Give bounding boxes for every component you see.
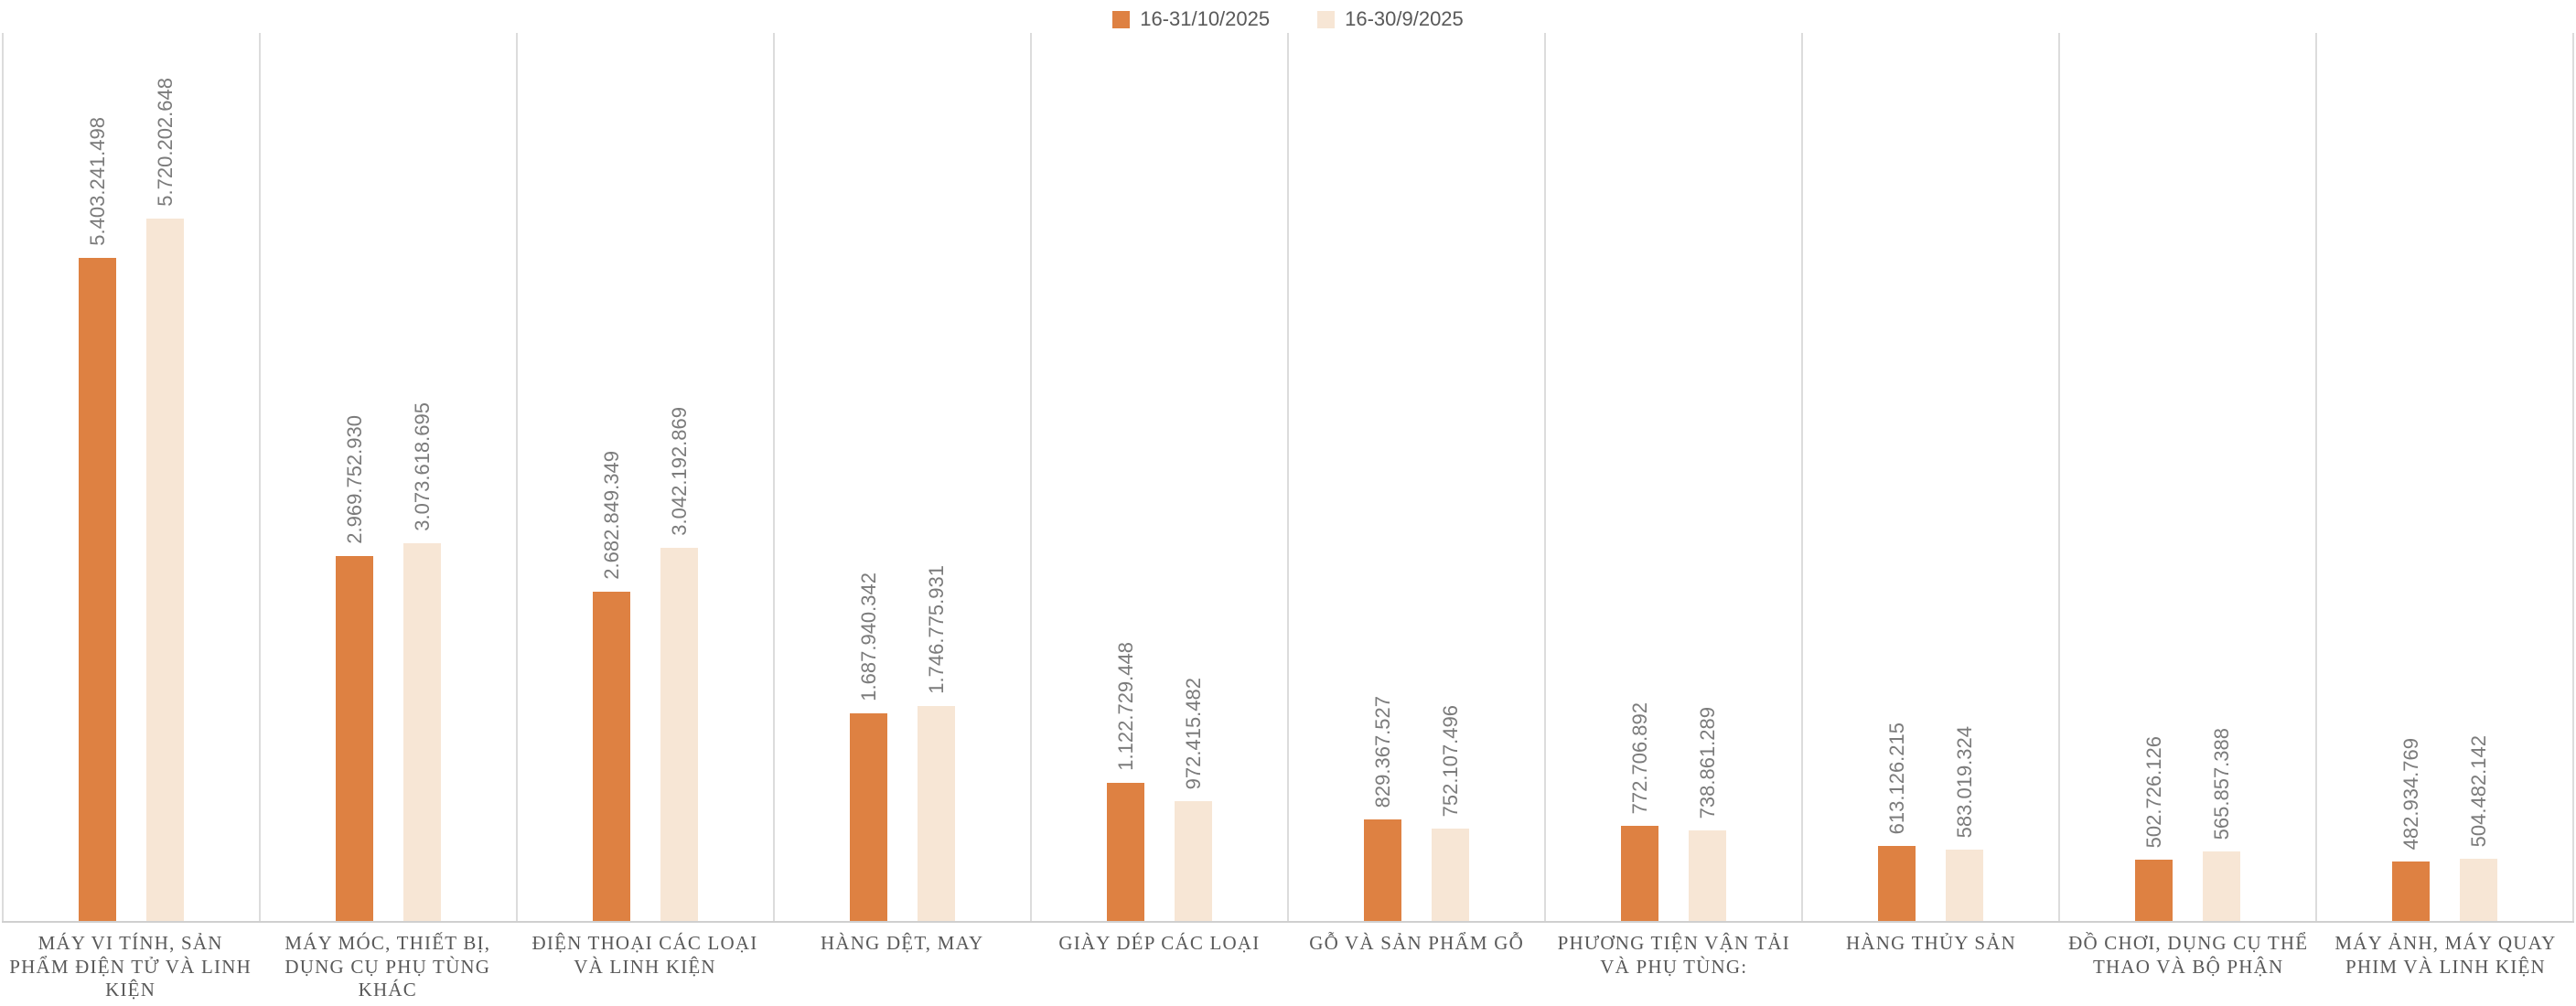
bar-previous-period [403,543,441,921]
bar-group-current-period: 5.403.241.498 [79,117,116,921]
category-label: GIÀY DÉP CÁC LOẠI [1058,932,1261,954]
category-label: ĐỒ CHƠI, DỤNG CỤ THỂ THAO VÀ BỘ PHẬN [2068,932,2309,978]
bar-group-previous-period: 738.861.289 [1689,707,1726,921]
bar-value-label: 752.107.496 [1438,704,1462,817]
bar-pair: 5.403.241.498 5.720.202.648 [4,33,259,921]
bar-group-current-period: 772.706.892 [1621,702,1658,921]
bar-pair: 1.122.729.448 972.415.482 [1032,33,1287,921]
category-column: 502.726.126 565.857.388 [2058,33,2315,921]
bar-value-label: 502.726.126 [2141,735,2165,848]
bar-group-previous-period: 1.746.775.931 [918,565,955,921]
bar-previous-period [660,548,698,921]
category-column: 772.706.892 738.861.289 [1544,33,1801,921]
bar-current-period [1878,846,1916,921]
bar-group-previous-period: 3.073.618.695 [403,402,441,921]
bar-pair: 829.367.527 752.107.496 [1289,33,1544,921]
category-label: MÁY VI TÍNH, SẢN PHẨM ĐIỆN TỬ VÀ LINH KI… [9,932,252,1001]
bar-value-label: 5.720.202.648 [153,78,177,207]
x-axis-labels: MÁY VI TÍNH, SẢN PHẨM ĐIỆN TỬ VÀ LINH KI… [2,923,2574,1002]
bar-pair: 2.682.849.349 3.042.192.869 [518,33,773,921]
legend-label-previous-period: 16-30/9/2025 [1345,7,1464,30]
bar-value-label: 565.857.388 [2209,727,2233,840]
category-label: ĐIỆN THOẠI CÁC LOẠI VÀ LINH KIỆN [531,932,758,978]
category-column: 5.403.241.498 5.720.202.648 [2,33,259,921]
category-column: 829.367.527 752.107.496 [1287,33,1544,921]
bar-current-period [79,258,116,921]
bar-pair: 613.126.215 583.019.324 [1803,33,2058,921]
plot-area: 5.403.241.498 5.720.202.648 2.969.752.930 3… [2,33,2574,923]
bar-value-label: 772.706.892 [1627,701,1651,814]
bar-group-current-period: 482.934.769 [2392,738,2430,921]
bar-group-current-period: 2.682.849.349 [593,451,630,921]
category-label: GỖ VÀ SẢN PHẨM GỖ [1309,932,1524,954]
bar-value-label: 504.482.142 [2466,734,2490,847]
category-label: MÁY MÓC, THIẾT BỊ, DỤNG CỤ PHỤ TÙNG KHÁC [284,932,491,1001]
bar-value-label: 1.746.775.931 [924,565,948,694]
bar-current-period [1364,819,1401,921]
bar-previous-period [2460,859,2497,921]
bar-group-current-period: 613.126.215 [1878,722,1916,921]
chart-legend: 16-31/10/2025 16-30/9/2025 [0,7,2576,31]
bar-pair: 482.934.769 504.482.142 [2317,33,2572,921]
bar-current-period [1107,783,1144,921]
bar-value-label: 613.126.215 [1884,722,1908,834]
bar-group-current-period: 1.122.729.448 [1107,642,1144,921]
category-column: 2.969.752.930 3.073.618.695 [259,33,516,921]
bar-value-label: 2.682.849.349 [599,451,623,580]
bar-pair: 1.687.940.342 1.746.775.931 [775,33,1030,921]
bar-previous-period [918,706,955,921]
bar-current-period [1621,826,1658,921]
bar-value-label: 1.687.940.342 [856,573,880,701]
bar-pair: 2.969.752.930 3.073.618.695 [261,33,516,921]
bar-current-period [593,592,630,921]
bar-group-previous-period: 504.482.142 [2460,735,2497,921]
category-column: 1.122.729.448 972.415.482 [1030,33,1287,921]
bar-previous-period [1432,829,1469,921]
category-label: HÀNG DỆT, MAY [821,932,984,954]
legend-item-current-period: 16-31/10/2025 [1112,7,1270,31]
bar-previous-period [1175,801,1212,921]
bar-group-previous-period: 972.415.482 [1175,678,1212,921]
category-label: HÀNG THỦY SẢN [1846,932,2016,954]
legend-swatch-previous-period [1317,10,1336,28]
bar-value-label: 3.042.192.869 [667,407,691,536]
category-column: 613.126.215 583.019.324 [1801,33,2058,921]
legend-item-previous-period: 16-30/9/2025 [1317,7,1464,31]
bar-current-period [336,556,373,921]
bar-value-label: 583.019.324 [1952,725,1976,838]
bar-current-period [850,713,887,921]
bar-value-label: 3.073.618.695 [410,402,434,531]
bar-value-label: 829.367.527 [1370,695,1394,808]
category-label: MÁY ẢNH, MÁY QUAY PHIM VÀ LINH KIỆN [2334,932,2557,978]
bar-pair: 772.706.892 738.861.289 [1546,33,1801,921]
bar-value-label: 2.969.752.930 [342,415,366,544]
bar-previous-period [1946,850,1983,921]
bar-previous-period [2203,851,2240,921]
bar-previous-period [146,219,184,921]
category-column: 482.934.769 504.482.142 [2315,33,2574,921]
bar-group-previous-period: 565.857.388 [2203,728,2240,921]
bar-previous-period [1689,830,1726,921]
bar-value-label: 972.415.482 [1181,677,1205,789]
bar-group-previous-period: 5.720.202.648 [146,78,184,921]
bar-current-period [2135,860,2173,921]
bar-current-period [2392,862,2430,921]
bar-value-label: 1.122.729.448 [1113,642,1137,771]
legend-swatch-current-period [1112,10,1131,28]
bar-group-previous-period: 3.042.192.869 [660,407,698,921]
legend-label-current-period: 16-31/10/2025 [1140,7,1271,30]
bar-value-label: 738.861.289 [1695,706,1719,819]
bar-group-previous-period: 583.019.324 [1946,726,1983,921]
bar-group-previous-period: 752.107.496 [1432,705,1469,921]
bar-value-label: 482.934.769 [2399,737,2422,850]
bar-group-current-period: 1.687.940.342 [850,573,887,921]
bar-group-current-period: 502.726.126 [2135,736,2173,921]
category-column: 1.687.940.342 1.746.775.931 [773,33,1030,921]
category-column: 2.682.849.349 3.042.192.869 [516,33,773,921]
bar-pair: 502.726.126 565.857.388 [2060,33,2315,921]
category-label: PHƯƠNG TIỆN VẬN TẢI VÀ PHỤ TÙNG: [1557,932,1790,978]
bar-value-label: 5.403.241.498 [85,117,109,246]
bar-group-current-period: 829.367.527 [1364,696,1401,921]
bar-group-current-period: 2.969.752.930 [336,415,373,921]
